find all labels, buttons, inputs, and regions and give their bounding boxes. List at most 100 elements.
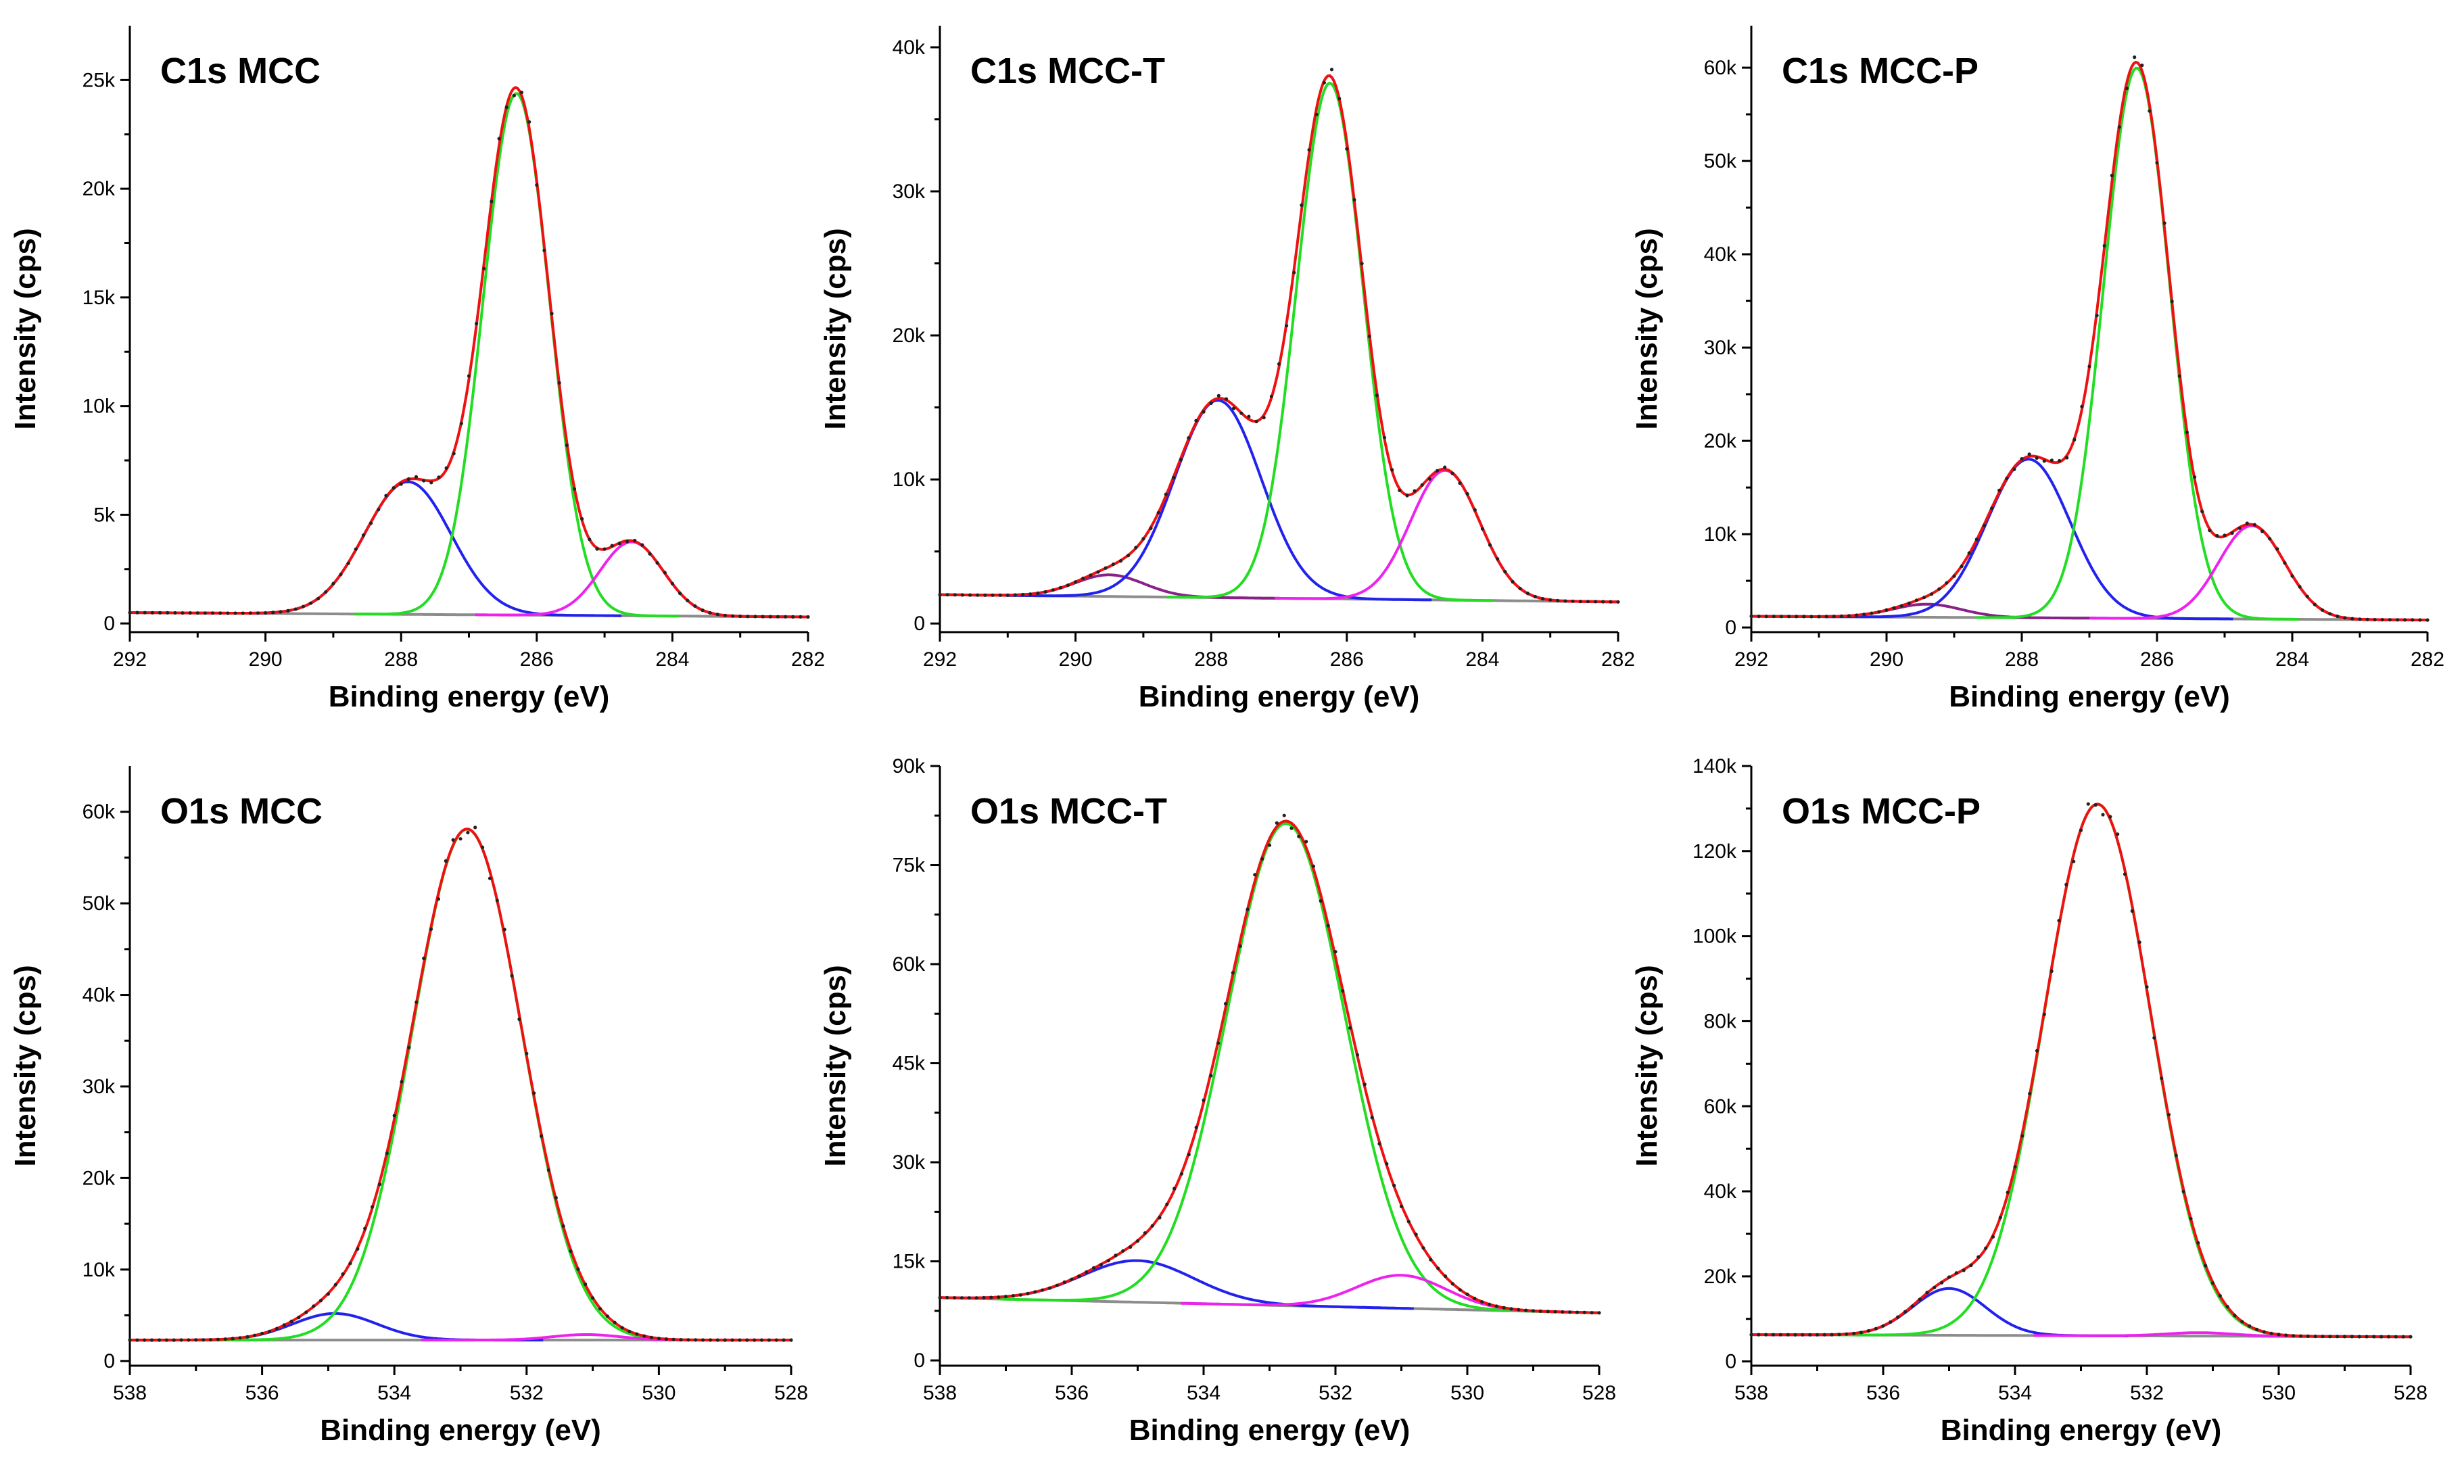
panel-5-data-point [1363, 1082, 1367, 1086]
panel-1-data-point [588, 537, 592, 542]
panel-6-ytick-label: 40k [1704, 1180, 1737, 1203]
panel-4-data-point [782, 1338, 786, 1342]
panel-1-data-point [324, 590, 328, 594]
panel-6-data-point [2079, 828, 2083, 832]
panel-1-ytick-label: 10k [82, 396, 116, 418]
panel-3-data-point [2155, 161, 2159, 165]
panel-6-data-point [2218, 1294, 2222, 1298]
panel-1-data-point [490, 199, 494, 204]
panel-6-data-point [2101, 813, 2105, 817]
panel-2-data-point [1187, 436, 1191, 440]
panel-4-data-point [238, 1336, 242, 1340]
panel-2-data-point [1329, 68, 1334, 72]
panel-2-data-point [1443, 465, 1447, 469]
panel-5-xlabel: Binding energy (eV) [1129, 1414, 1411, 1447]
panel-2-experimental-points [938, 68, 1620, 604]
panel-4-data-point [422, 956, 426, 961]
panel-6-data-point [1778, 1333, 1782, 1337]
panel-3-data-point [2148, 109, 2152, 113]
panel-1-data-point [512, 93, 517, 97]
panel-4-data-point [436, 897, 441, 901]
panel-3-data-point [2365, 617, 2369, 621]
panel-2-data-point [1036, 591, 1040, 596]
panel-3-xtick-label: 284 [2275, 648, 2309, 671]
panel-5-data-point [1267, 843, 1272, 847]
panel-1-data-point [271, 611, 275, 615]
panel-3-data-point [1787, 615, 1791, 619]
panel-6-experimental-points [1749, 802, 2413, 1339]
panel-1-data-point [784, 615, 788, 619]
panel-3-peak-c-c [2089, 524, 2415, 621]
panel-3-data-point [1937, 587, 1941, 591]
panel-5-title: O1s MCC-T [970, 791, 1167, 832]
panel-1-data-point [761, 615, 765, 619]
panel-1-data-point [738, 614, 742, 619]
panel-5-data-point [1231, 971, 1235, 975]
panel-4-data-point [605, 1314, 609, 1318]
panel-6-data-point [1757, 1333, 1761, 1337]
panel-2-data-point [1382, 435, 1387, 439]
panel-2-data-point [1594, 600, 1598, 604]
panel-4-xtick-label: 528 [774, 1382, 808, 1404]
panel-4-data-point [767, 1338, 771, 1342]
panel-5-data-point [1289, 826, 1294, 830]
panel-6-data-point [1852, 1331, 1856, 1335]
panel-2-data-point [1111, 563, 1115, 567]
panel-3-data-point [2245, 521, 2249, 525]
panel-1-xtick-label: 286 [520, 648, 554, 671]
panel-3-data-point [1974, 537, 1979, 542]
panel-3-data-point [2252, 523, 2256, 527]
panel-3-data-point [1990, 506, 1994, 510]
panel-6-data-point [2365, 1335, 2369, 1339]
panel-4-data-point [495, 899, 499, 903]
panel-5-data-point [938, 1295, 942, 1299]
panel-6-data-point [1896, 1315, 1900, 1319]
panel-3-envelope-fit [1751, 60, 2428, 622]
panel-1-data-point [241, 611, 245, 615]
panel-3-data-point [2336, 614, 2340, 619]
panel-1-data-point [467, 374, 471, 378]
panel-5-data-point [1238, 944, 1242, 948]
panel-1-data-point [580, 517, 584, 521]
panel-3-data-point [2358, 617, 2362, 621]
panel-3-data-point [2140, 64, 2144, 68]
panel-3-data-point [1877, 610, 1881, 614]
panel-5-data-point [974, 1296, 978, 1300]
panel-4-data-point [143, 1338, 147, 1342]
panel-1-data-point [211, 611, 215, 615]
panel-1-data-point [384, 494, 388, 498]
panel-5-data-point [1582, 1310, 1586, 1314]
panel-1-data-point [354, 547, 358, 551]
panel-1-data-point [444, 466, 448, 470]
panel-2: 292 290 288 286 284 282 0 10k 20k 30k 40k Binding e… [819, 26, 1635, 713]
panel-1-data-point [617, 542, 622, 546]
panel-3-data-point [2087, 364, 2091, 368]
panel-3-data-point [1809, 615, 1814, 619]
panel-2-data-point [1435, 469, 1440, 473]
panel-5-data-point [959, 1296, 964, 1300]
panel-4-data-point [223, 1337, 227, 1341]
panel-1-data-point [648, 552, 652, 556]
panel-2-data-point [1096, 570, 1100, 574]
panel-6-data-point [1822, 1333, 1826, 1337]
panel-6-xtick-label: 538 [1734, 1382, 1768, 1404]
panel-2-data-point [1104, 566, 1108, 570]
panel-3-data-point [1772, 615, 1776, 619]
panel-2-data-point [1005, 593, 1010, 597]
panel-2-data-point [1021, 592, 1025, 597]
panel-4-data-point [282, 1323, 286, 1327]
panel-5-data-point [1436, 1266, 1440, 1270]
panel-4-data-point [333, 1283, 337, 1287]
panel-2-data-point [1450, 471, 1454, 475]
panel-3-data-point [2350, 617, 2354, 621]
panel-5-data-point [1429, 1258, 1433, 1262]
panel-6-data-point [1910, 1304, 1914, 1308]
panel-2-ytick-label: 40k [893, 37, 926, 59]
panel-5-data-point [1355, 1053, 1360, 1057]
panel-4-data-point [275, 1326, 279, 1331]
panel-5-data-point [1275, 821, 1279, 825]
panel-1-data-point [475, 322, 479, 326]
panel-3-data-point [2230, 531, 2234, 535]
panel-6-data-point [2108, 815, 2112, 819]
